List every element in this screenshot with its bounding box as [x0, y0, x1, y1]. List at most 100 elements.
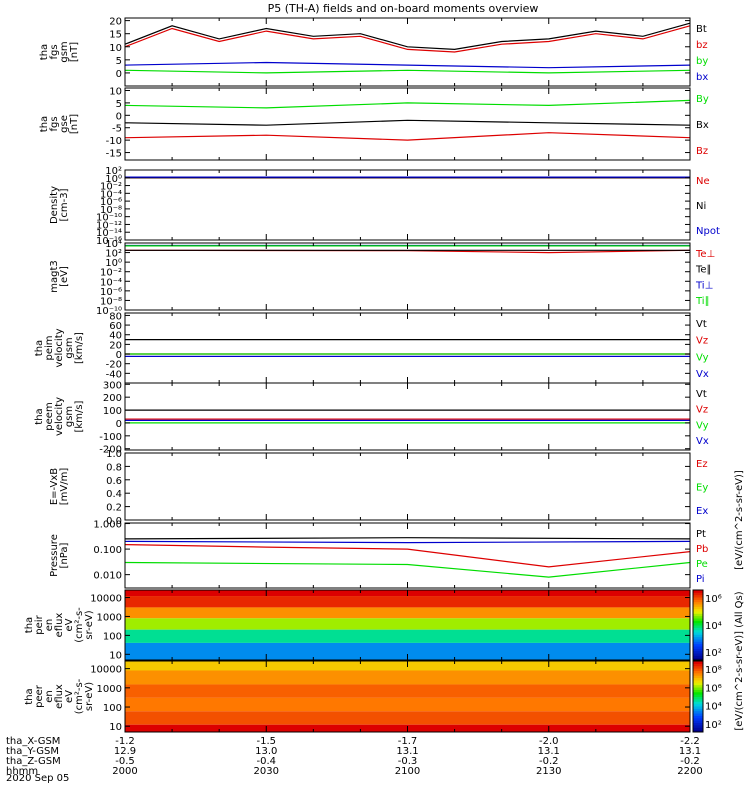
y-tick-label: 0.100	[93, 545, 122, 556]
panel-pressure: Pt Pb Pe Pi 1.000 0.100 0.010 Pressure [nPa]	[49, 520, 708, 589]
y-axis-label: tha	[39, 44, 50, 60]
y-tick-label: -15	[106, 149, 122, 160]
legend-entry: By	[696, 94, 709, 105]
footer-value: -0.5	[115, 756, 135, 767]
legend-entry: Vz	[696, 336, 708, 347]
colorbar-step	[693, 622, 703, 626]
legend-entry: Bx	[696, 120, 709, 131]
footer-value: 2100	[395, 766, 420, 777]
footer-row-label: tha_Z-GSM	[6, 756, 61, 767]
legend-entry: Vt	[696, 389, 707, 400]
colorbar-step	[693, 722, 703, 726]
y-tick-label: 100	[103, 406, 122, 417]
legend-entry: Vz	[696, 405, 708, 416]
y-tick-label: 10⁰	[105, 258, 122, 269]
legend-entry: Vt	[696, 319, 707, 330]
y-axis-label: gsm	[64, 406, 75, 427]
panel-ion-spectrogram: 10² 10⁴ 10⁶ 10000 1000 100 10 tha peir en eflux eV(…	[24, 589, 722, 661]
series-line-0	[124, 22, 691, 51]
legend-entry: Pb	[696, 544, 708, 555]
y-axis-label: tha	[39, 116, 50, 132]
y-tick-label: 40	[109, 331, 122, 342]
y-tick-label: 1.000	[93, 520, 122, 531]
footer-value: -1.5	[256, 736, 276, 747]
series-line-0	[124, 99, 691, 109]
spectrogram-band-4	[125, 629, 690, 643]
colorbar-step	[693, 592, 703, 596]
colorbar-step	[693, 703, 703, 707]
y-tick-label: 10⁻⁶	[100, 287, 122, 298]
series-line-2	[124, 561, 691, 578]
footer-value: -0.3	[398, 756, 418, 767]
y-tick-label: 100	[103, 631, 122, 642]
y-axis-label: sr-eV)	[84, 610, 95, 639]
colorbar-step	[693, 606, 703, 610]
colorbar-step	[693, 682, 703, 686]
colorbar-step	[693, 601, 703, 605]
series-line-1	[124, 25, 691, 53]
y-axis-label: en	[44, 619, 55, 632]
y-tick-label: 0.010	[93, 571, 122, 582]
colorbar-9: 10² 10⁴ 10⁶ 10⁸	[692, 660, 722, 733]
colorbar-step	[693, 696, 703, 700]
y-tick-label: -10	[106, 136, 122, 147]
colorbar-step	[693, 694, 703, 697]
colorbar-step	[693, 618, 703, 621]
y-axis-label: [nT]	[69, 42, 80, 62]
y-tick-label: 0	[116, 111, 122, 122]
colorbar-tick-label: 10⁴	[705, 621, 722, 632]
y-tick-label: 0.0	[106, 516, 122, 527]
spectrogram-band-3	[125, 618, 690, 630]
colorbar-step	[693, 684, 703, 688]
colorbar-tick-label: 10⁴	[705, 702, 722, 713]
y-axis-label: tha	[24, 617, 35, 633]
y-tick-label: 10000	[90, 665, 122, 676]
colorbar-frame	[692, 589, 704, 661]
y-tick-label: 10⁻⁴	[100, 277, 122, 288]
y-tick-label: 10	[109, 722, 122, 733]
panel-fgs-gsm: Bt bz by bx 20 15 10 5 0 tha fgs gsm [nT]	[39, 17, 708, 87]
y-tick-label: 10⁻⁸	[100, 205, 122, 216]
colorbar-step	[693, 632, 703, 635]
series-line-2	[124, 69, 691, 74]
colorbar-step	[693, 701, 703, 705]
y-tick-label: 10⁻⁶	[100, 197, 122, 208]
colorbar-step	[693, 615, 703, 619]
legend-entry: Bz	[696, 146, 708, 157]
panel-peem-velocity: Vt Vz Vy Vx 300 200 100 0 -100 -200 tha peem velocit…	[34, 380, 709, 455]
y-tick-label: 10000	[90, 594, 122, 605]
y-axis-label: gse	[59, 115, 70, 133]
legend-entry: bx	[696, 72, 708, 83]
legend-entry: Te⊥	[695, 249, 715, 260]
colorbar-step	[693, 670, 703, 674]
legend-entry: Vy	[696, 352, 709, 363]
y-tick-label: 10	[109, 43, 122, 54]
colorbar-step	[693, 675, 703, 679]
footer-date: 2020 Sep 05	[6, 773, 69, 784]
y-axis-label: E=-VxB	[49, 468, 60, 505]
series-line-3	[124, 61, 691, 69]
colorbar-step	[693, 639, 703, 642]
y-tick-label: 20	[109, 17, 122, 28]
y-axis-label: [km/s]	[74, 332, 85, 364]
colorbar-step	[693, 729, 703, 733]
y-axis-label: peir	[34, 614, 45, 634]
legend-entry: Ti⊥	[695, 280, 713, 291]
y-tick-label: 200	[103, 393, 122, 404]
y-axis-label: tha	[34, 408, 45, 424]
footer-value: -2.2	[680, 736, 700, 747]
y-tick-label: -40	[106, 369, 122, 380]
y-axis-label: fgs	[49, 116, 60, 131]
y-axis-label: peer	[34, 684, 45, 708]
panel-frame	[124, 242, 691, 311]
footer-value: 13.1	[396, 746, 418, 757]
y-axis-label: eflux	[54, 613, 65, 638]
y-axis-label: gsm	[59, 41, 70, 62]
colorbar-step	[693, 643, 703, 647]
y-tick-label: 0	[116, 69, 122, 80]
y-tick-label: 10⁻²	[100, 182, 122, 193]
colorbar-step	[693, 648, 703, 652]
colorbar-tick-label: 10⁶	[705, 594, 722, 605]
colorbar-step	[693, 663, 703, 667]
